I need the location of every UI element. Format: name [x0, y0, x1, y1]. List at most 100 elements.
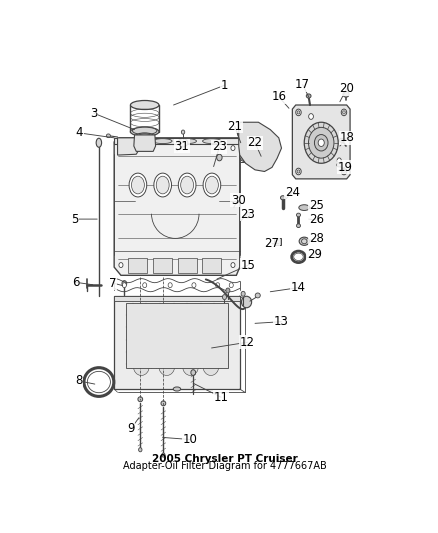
- Polygon shape: [114, 138, 240, 276]
- Ellipse shape: [162, 453, 165, 457]
- Ellipse shape: [131, 127, 159, 136]
- Ellipse shape: [231, 263, 235, 268]
- Polygon shape: [114, 138, 240, 144]
- Ellipse shape: [306, 94, 311, 98]
- Text: 4: 4: [75, 126, 83, 140]
- Ellipse shape: [309, 114, 314, 119]
- Ellipse shape: [297, 111, 300, 114]
- Text: 21: 21: [227, 120, 242, 133]
- Text: 26: 26: [309, 213, 324, 227]
- Ellipse shape: [206, 260, 217, 271]
- Ellipse shape: [106, 134, 110, 138]
- Ellipse shape: [297, 213, 300, 217]
- Text: 6: 6: [72, 276, 80, 289]
- Ellipse shape: [217, 154, 222, 161]
- Polygon shape: [153, 257, 172, 273]
- Ellipse shape: [182, 356, 199, 375]
- Ellipse shape: [339, 138, 344, 142]
- Ellipse shape: [343, 111, 345, 114]
- Ellipse shape: [299, 205, 310, 211]
- Text: 9: 9: [127, 422, 135, 435]
- Ellipse shape: [129, 173, 147, 197]
- Ellipse shape: [138, 448, 142, 452]
- Polygon shape: [126, 303, 228, 368]
- Ellipse shape: [96, 138, 102, 147]
- Ellipse shape: [215, 282, 220, 288]
- Ellipse shape: [203, 173, 221, 197]
- Text: 16: 16: [271, 90, 286, 103]
- Text: 8: 8: [75, 374, 82, 387]
- Ellipse shape: [178, 139, 197, 143]
- Ellipse shape: [223, 295, 226, 300]
- Ellipse shape: [241, 292, 245, 296]
- Ellipse shape: [314, 134, 328, 151]
- Text: 28: 28: [309, 232, 324, 245]
- Ellipse shape: [231, 146, 235, 150]
- Text: 15: 15: [241, 259, 256, 271]
- Ellipse shape: [156, 176, 169, 194]
- Ellipse shape: [257, 144, 265, 155]
- Text: 1: 1: [221, 79, 228, 92]
- Ellipse shape: [157, 260, 168, 271]
- Ellipse shape: [178, 139, 188, 147]
- Polygon shape: [178, 257, 197, 273]
- Ellipse shape: [294, 253, 303, 261]
- Ellipse shape: [154, 173, 172, 197]
- Ellipse shape: [252, 138, 271, 160]
- Text: Adapter-Oil Filter Diagram for 4777667AB: Adapter-Oil Filter Diagram for 4777667AB: [123, 461, 326, 471]
- Ellipse shape: [337, 163, 342, 167]
- Ellipse shape: [203, 139, 221, 143]
- Text: 10: 10: [182, 433, 197, 446]
- Ellipse shape: [203, 356, 219, 375]
- Text: 7: 7: [110, 277, 117, 289]
- Text: 29: 29: [307, 248, 322, 261]
- Text: 24: 24: [285, 185, 300, 198]
- Text: 3: 3: [90, 107, 98, 120]
- Ellipse shape: [122, 282, 127, 288]
- Text: 23: 23: [240, 208, 255, 221]
- Ellipse shape: [308, 127, 334, 158]
- Ellipse shape: [341, 168, 346, 175]
- Ellipse shape: [280, 196, 285, 200]
- Ellipse shape: [131, 101, 159, 109]
- Ellipse shape: [337, 158, 341, 163]
- Ellipse shape: [143, 282, 147, 288]
- Text: 19: 19: [338, 161, 353, 174]
- Ellipse shape: [249, 134, 273, 164]
- Ellipse shape: [299, 237, 309, 245]
- Text: 13: 13: [274, 315, 289, 328]
- Ellipse shape: [132, 260, 143, 271]
- Text: 25: 25: [309, 199, 324, 212]
- Ellipse shape: [205, 176, 219, 194]
- Polygon shape: [117, 138, 141, 155]
- Text: 27: 27: [265, 237, 279, 250]
- Ellipse shape: [229, 282, 233, 288]
- Text: 18: 18: [339, 131, 354, 144]
- Ellipse shape: [297, 224, 300, 228]
- Text: 14: 14: [291, 281, 306, 294]
- Ellipse shape: [255, 293, 260, 298]
- Ellipse shape: [181, 130, 185, 134]
- Ellipse shape: [181, 176, 194, 194]
- Ellipse shape: [132, 127, 157, 134]
- Ellipse shape: [122, 281, 127, 286]
- Ellipse shape: [168, 282, 172, 288]
- Ellipse shape: [159, 356, 175, 375]
- Ellipse shape: [153, 139, 172, 143]
- Polygon shape: [114, 296, 240, 389]
- Text: 5: 5: [71, 213, 79, 225]
- Polygon shape: [202, 257, 222, 273]
- Text: 22: 22: [247, 136, 262, 149]
- Bar: [274, 238, 281, 245]
- Polygon shape: [134, 135, 155, 151]
- Ellipse shape: [131, 176, 145, 194]
- Ellipse shape: [241, 296, 251, 308]
- Ellipse shape: [138, 134, 152, 140]
- Ellipse shape: [135, 133, 154, 140]
- Text: 11: 11: [214, 391, 229, 403]
- Ellipse shape: [296, 168, 301, 175]
- Ellipse shape: [301, 239, 307, 244]
- Ellipse shape: [133, 356, 149, 375]
- Ellipse shape: [240, 131, 244, 136]
- Polygon shape: [114, 296, 240, 301]
